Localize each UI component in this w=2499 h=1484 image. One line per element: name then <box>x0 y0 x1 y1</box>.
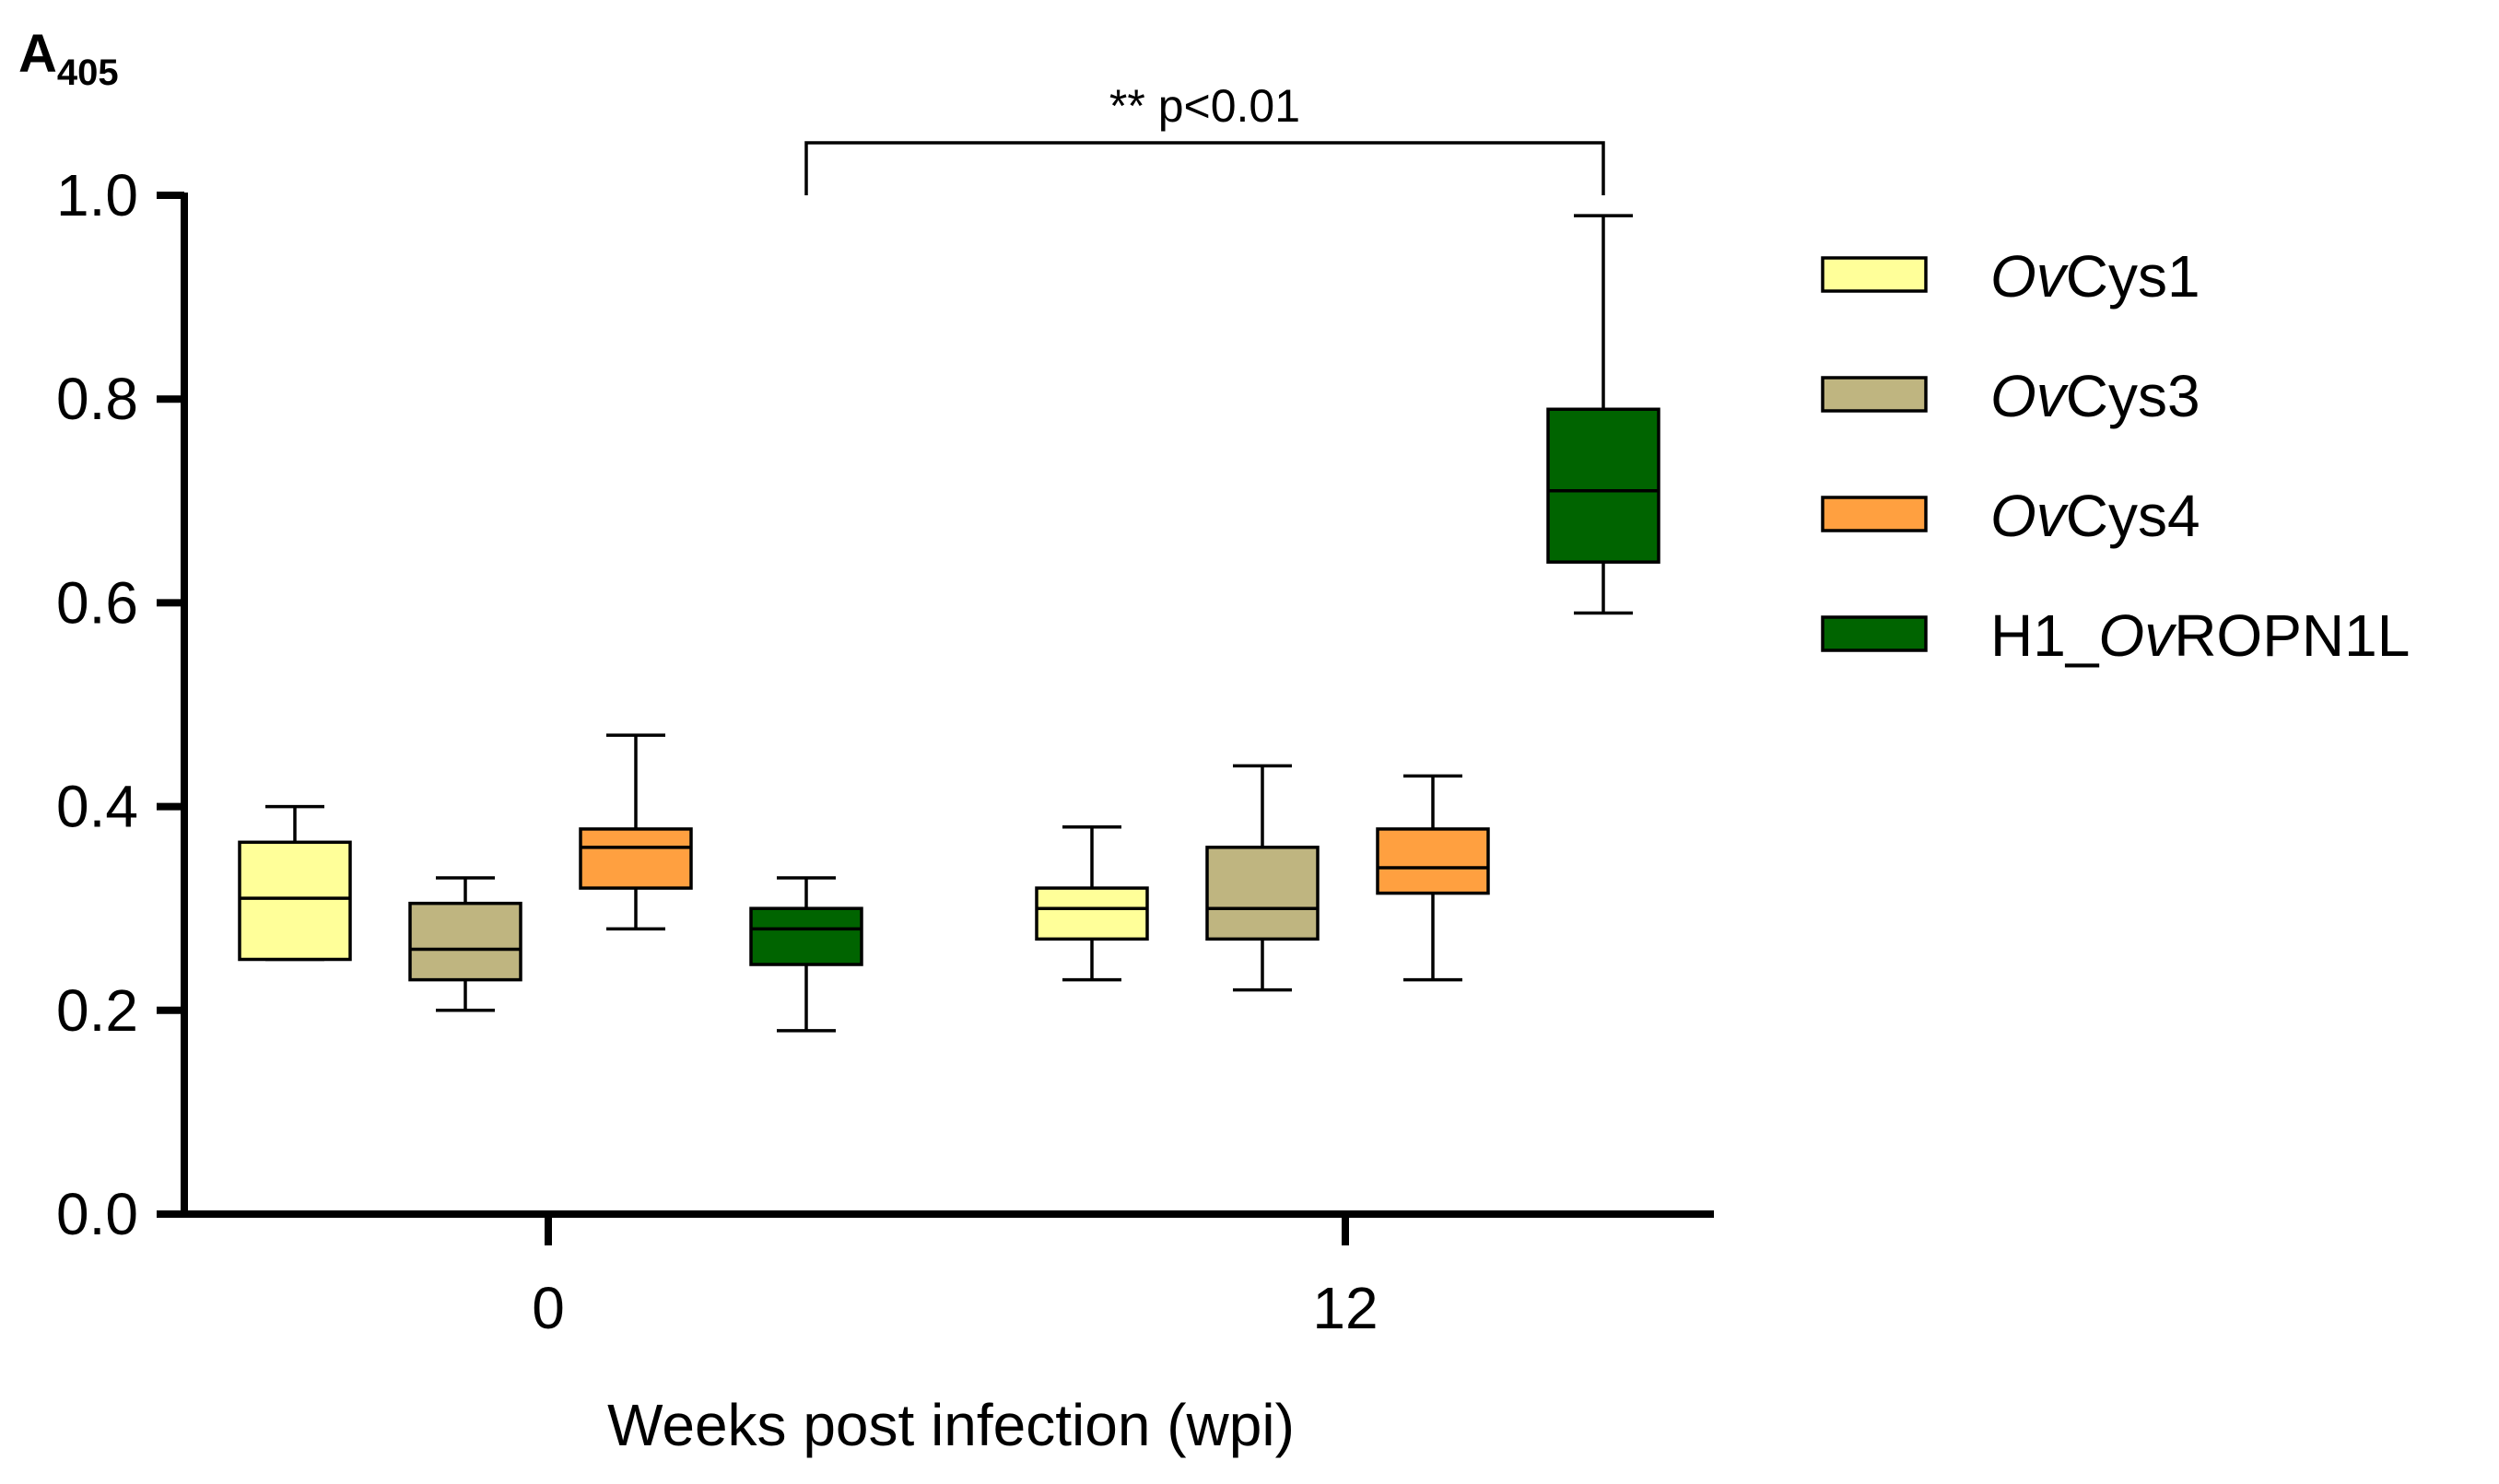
box-h1-ovropn1l-wpi-0 <box>749 876 863 1033</box>
y-tick-label: 0.0 <box>56 1181 138 1247</box>
box-iqr <box>408 901 522 982</box>
legend-swatch <box>1821 376 1928 413</box>
box-ovcys4-wpi-0 <box>579 733 693 931</box>
y-tick-label: 0.4 <box>56 774 138 840</box>
legend-item-ovcys4: OvCys4 <box>1821 483 2200 549</box>
legend-swatch <box>1821 256 1928 293</box>
x-axis-label: Weeks post infection (wpi) <box>607 1392 1295 1458</box>
y-tick-label: 1.0 <box>56 162 138 228</box>
legend-swatch <box>1821 615 1928 652</box>
box-ovcys1-wpi-12 <box>1035 824 1149 982</box>
box-ovcys3-wpi-0 <box>408 876 522 1012</box>
box-iqr <box>1546 407 1660 564</box>
y-axis-label-sub: 405 <box>57 53 119 93</box>
box-iqr <box>579 827 693 890</box>
significance-annotation: ** p<0.01 <box>804 80 1605 195</box>
legend-item-ovcys1: OvCys1 <box>1821 243 2200 310</box>
legend-item-ovcys3: OvCys3 <box>1821 363 2200 429</box>
box-iqr <box>749 906 863 966</box>
legend-label: OvCys4 <box>1990 483 2200 549</box>
box-ovcys3-wpi-12 <box>1205 764 1320 992</box>
box-iqr <box>1035 886 1149 941</box>
legend-label: OvCys3 <box>1990 363 2200 429</box>
legend-item-h1-ovropn1l: H1_OvROPN1L <box>1821 602 2410 669</box>
axes: 0.0 0.2 0.4 0.6 0.8 1.0 0 12 <box>56 162 1714 1341</box>
y-tick-label: 0.8 <box>56 366 138 432</box>
box-ovcys1-wpi-0 <box>238 804 352 962</box>
y-tick-label: 0.6 <box>56 569 138 636</box>
legend-label: H1_OvROPN1L <box>1990 602 2410 669</box>
box-series <box>238 214 1660 1033</box>
box-h1-ovropn1l-wpi-12 <box>1546 214 1660 615</box>
y-tick-label: 0.2 <box>56 977 138 1044</box>
box-iqr <box>1376 827 1490 895</box>
significance-label: ** p<0.01 <box>1109 80 1300 132</box>
x-tick-label: 0 <box>532 1275 565 1341</box>
box-iqr <box>1205 846 1320 941</box>
y-axis-label-main: A <box>18 24 57 84</box>
box-iqr <box>238 840 352 962</box>
y-axis-label: A405 <box>18 24 119 93</box>
significance-bracket <box>804 141 1605 195</box>
box-ovcys4-wpi-12 <box>1376 774 1490 982</box>
x-tick-label: 12 <box>1312 1275 1378 1341</box>
legend: OvCys1 OvCys3 OvCys4 H1_OvROPN1L <box>1821 243 2410 669</box>
legend-label: OvCys1 <box>1990 243 2200 310</box>
legend-swatch <box>1821 496 1928 532</box>
